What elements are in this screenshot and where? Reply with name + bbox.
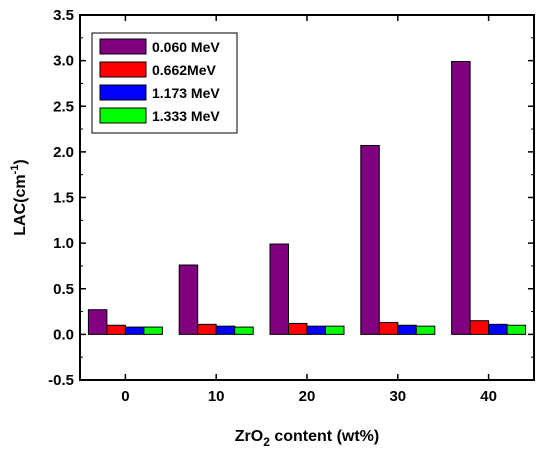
y-tick-label: 2.5: [53, 98, 74, 115]
legend: 0.060 MeV 0.662MeV 1.173 MeV 1.333 MeV: [91, 32, 238, 134]
bar-4-10: [234, 326, 254, 335]
legend-swatch: [99, 84, 147, 101]
bar-2-40: [469, 320, 490, 335]
x-tick-label: 20: [299, 388, 316, 405]
bar-3-40: [488, 323, 508, 335]
y-axis-title: LAC(cm-1): [9, 159, 29, 235]
bar-4-20: [325, 325, 345, 335]
x-axis-title-subscript: 2: [263, 435, 270, 449]
x-tick-label: 0: [121, 388, 129, 405]
bar-3-20: [306, 325, 326, 335]
y-tick-label: 3.0: [53, 53, 74, 70]
x-tick-label: 40: [480, 388, 497, 405]
bar-2-20: [288, 322, 308, 335]
x-axis-title: ZrO2 content (wt%): [235, 428, 379, 449]
bar-3-10: [215, 325, 236, 335]
tick-labels: -0.5 0.0 0.5 1.0 1.5 2.0 2.5 3.0 3.5 0 10 20 30 40: [48, 7, 497, 405]
bar-1-20: [269, 243, 289, 335]
x-tick-label: 30: [389, 388, 406, 405]
bar-3-0: [124, 326, 145, 335]
legend-label: 0.662MeV: [152, 62, 216, 78]
bar-1-30: [360, 144, 380, 335]
y-tick-label: 1.0: [53, 235, 74, 252]
y-tick-label: 0.5: [53, 281, 74, 298]
legend-label: 1.333 MeV: [152, 108, 220, 124]
bar-4-30: [415, 325, 436, 335]
legend-swatch: [99, 38, 147, 55]
bar-4-0: [143, 326, 163, 335]
y-tick-label: 2.0: [53, 144, 74, 161]
bar-3-30: [397, 324, 417, 335]
bar-1-0: [87, 309, 108, 335]
bar-group: [87, 61, 527, 335]
legend-swatch: [99, 107, 147, 124]
y-axis-title-superscript: -1: [9, 165, 21, 175]
plot-frame: [79, 14, 535, 381]
bar-2-30: [378, 322, 399, 335]
legend-label: 0.060 MeV: [152, 39, 220, 55]
x-tick-label: 10: [208, 388, 225, 405]
bar-4-40: [506, 324, 527, 335]
y-tick-label: 1.5: [53, 190, 74, 207]
y-axis-title-close: ): [12, 159, 29, 164]
bar-1-10: [178, 264, 199, 335]
x-axis-title-post: content (wt%): [270, 428, 379, 445]
y-tick-label: -0.5: [48, 372, 74, 389]
y-tick-label: 0.0: [53, 326, 74, 343]
x-axis-title-pre: ZrO: [235, 428, 263, 445]
y-tick-label: 3.5: [53, 7, 74, 24]
legend-label: 1.173 MeV: [152, 85, 220, 101]
bar-2-0: [106, 324, 126, 335]
legend-swatch: [99, 61, 147, 78]
y-axis-title-main: LAC(cm: [12, 174, 29, 235]
bar-1-40: [451, 61, 471, 335]
bar-2-10: [197, 323, 217, 335]
